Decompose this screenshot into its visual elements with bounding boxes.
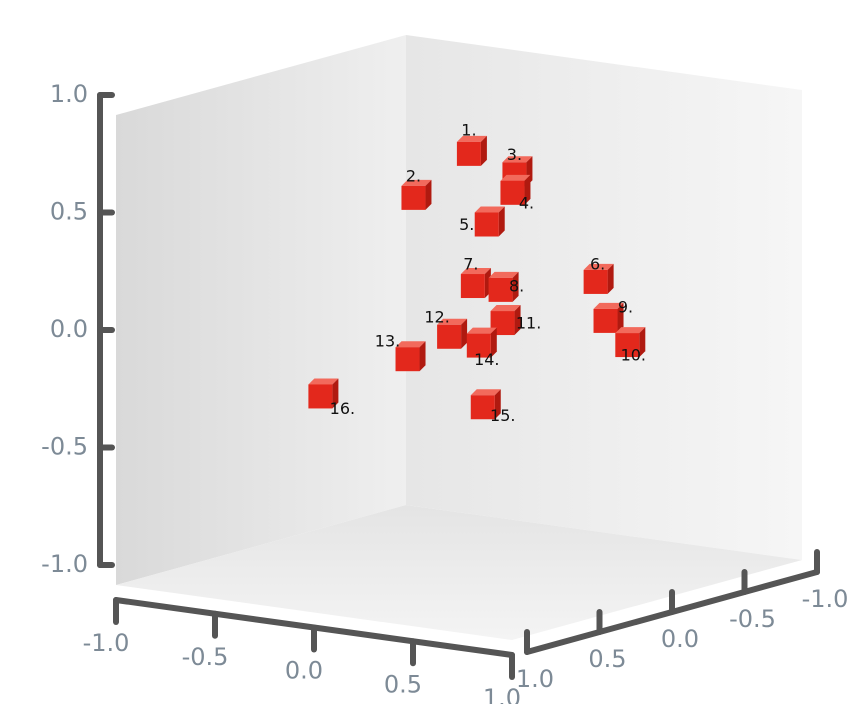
cube-side — [425, 179, 432, 210]
point-label: 12. — [424, 307, 449, 326]
point-cube — [500, 174, 531, 205]
point-cube — [615, 327, 646, 358]
point-cube — [583, 263, 614, 294]
cube-top — [308, 378, 339, 385]
point-cube — [395, 341, 426, 372]
cube-front — [401, 185, 426, 210]
point-label: 3. — [507, 145, 522, 164]
cube-top — [593, 302, 624, 309]
point-label: 15. — [490, 406, 515, 425]
point-label: 4. — [519, 193, 534, 212]
x-tick-label: 0.5 — [384, 670, 422, 698]
point-label: 5. — [459, 215, 474, 234]
cube-front — [500, 180, 525, 205]
point-label: 13. — [375, 332, 400, 351]
cube-top — [488, 271, 519, 278]
point-cube — [593, 302, 624, 333]
cube-top — [583, 263, 614, 270]
cube-top — [437, 318, 468, 325]
point-cube — [308, 378, 339, 409]
point-cube — [488, 271, 519, 302]
z-tick-label: -1.0 — [802, 585, 849, 613]
cube-side — [494, 389, 501, 420]
cube-front — [474, 212, 499, 237]
cube-side — [639, 327, 646, 358]
cube-top — [615, 327, 646, 334]
y-tick-label: 0.0 — [50, 315, 88, 343]
cube-front — [456, 141, 481, 166]
cube-top — [456, 135, 487, 142]
cube-top — [401, 179, 432, 186]
x-tick-label: -0.5 — [182, 643, 229, 671]
y-tick-label: 0.5 — [50, 198, 88, 226]
point-cube — [474, 206, 505, 237]
cube-side — [419, 341, 426, 372]
cube-side — [498, 206, 505, 237]
x-tick-label: 0.0 — [285, 657, 323, 685]
y-tick-label: 1.0 — [50, 80, 88, 108]
cube-side — [512, 271, 519, 302]
cube-front — [470, 395, 495, 420]
cube-top — [490, 305, 521, 312]
point-label: 10. — [621, 346, 646, 365]
cube-side — [332, 378, 339, 409]
cube-top — [470, 389, 501, 396]
point-label: 11. — [516, 314, 541, 333]
cube-front — [488, 277, 513, 302]
point-label: 6. — [590, 254, 605, 273]
cube-top — [474, 206, 505, 213]
cube-side — [607, 263, 614, 294]
point-cube — [466, 327, 497, 358]
z-tick-label: -0.5 — [729, 605, 776, 633]
cube-top — [460, 268, 491, 275]
cube-front — [437, 324, 462, 349]
cube-side — [461, 318, 468, 349]
point-cube — [437, 318, 468, 349]
point-cube — [401, 179, 432, 210]
y-tick-label: -1.0 — [41, 550, 88, 578]
point-label: 1. — [461, 120, 476, 139]
cube-side — [617, 302, 624, 333]
cube-side — [490, 327, 497, 358]
cube-front — [593, 308, 618, 333]
cube-side — [524, 174, 531, 205]
point-label: 14. — [474, 350, 499, 369]
cube-front — [395, 347, 420, 372]
point-cube — [460, 268, 491, 299]
point-label: 8. — [509, 276, 524, 295]
cube-front — [308, 384, 333, 409]
cube-top — [502, 156, 533, 163]
z-tick-label: 0.5 — [588, 645, 626, 673]
cube-top — [466, 327, 497, 334]
cube-front — [615, 333, 640, 358]
z-tick-label: 0.0 — [661, 625, 699, 653]
point-cube — [470, 389, 501, 420]
x-tick-label: -1.0 — [83, 629, 130, 657]
point-label: 2. — [406, 166, 421, 185]
point-cube — [456, 135, 487, 166]
cube-top — [500, 174, 531, 181]
z-tick-label: 1.0 — [516, 665, 554, 693]
floor — [116, 505, 802, 640]
cube-front — [583, 269, 608, 294]
y-tick-label: -0.5 — [41, 433, 88, 461]
point-label: 9. — [618, 297, 633, 316]
point-label: 7. — [463, 255, 478, 274]
point-label: 16. — [330, 399, 355, 418]
cube-top — [395, 341, 426, 348]
left-wall — [116, 35, 406, 585]
cube-front — [460, 274, 485, 299]
cube-side — [480, 135, 487, 166]
x-tick-label: 1.0 — [483, 684, 521, 704]
cube-side — [514, 305, 521, 336]
cube-front — [466, 333, 491, 358]
